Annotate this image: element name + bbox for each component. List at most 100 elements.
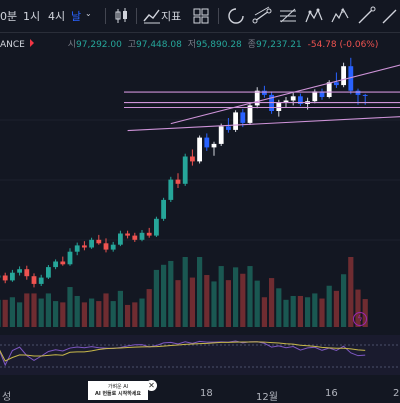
- time-axis-label: 성: [2, 388, 11, 403]
- candle-body: [334, 82, 339, 85]
- volume-bar: [111, 301, 116, 327]
- volume-bar: [3, 300, 8, 327]
- volume-bar: [132, 302, 137, 327]
- candle-body: [183, 157, 188, 184]
- candle-body: [356, 91, 361, 95]
- volume-bar: [204, 275, 209, 327]
- volume-bar: [24, 293, 29, 327]
- candle-body: [291, 96, 296, 100]
- volume-bar: [118, 291, 123, 327]
- flash-icon[interactable]: ϟ: [353, 312, 367, 326]
- candle-body: [219, 126, 224, 143]
- candle-body: [204, 138, 209, 148]
- candle-body: [168, 180, 173, 200]
- volume-bar: [31, 293, 36, 327]
- ad-line: AI 번들로 시작하세요: [88, 391, 148, 398]
- volume-bar: [175, 280, 180, 327]
- volume-bar: [305, 297, 310, 327]
- volume-bar: [233, 267, 238, 327]
- time-axis-label: 16: [325, 388, 338, 399]
- candle-body: [154, 219, 159, 236]
- trend-lines: [124, 65, 400, 131]
- candle-body: [82, 245, 87, 247]
- volume-bar: [219, 266, 224, 327]
- volume-bar: [226, 280, 231, 327]
- volume-bar: [334, 291, 339, 327]
- volume-bar: [17, 302, 22, 327]
- volume-bar: [53, 301, 58, 327]
- volume-bar: [247, 266, 252, 327]
- volume-bar: [341, 274, 346, 327]
- volume-bar: [262, 297, 267, 327]
- time-axis-label: 12월: [256, 388, 278, 403]
- candle-body: [312, 91, 317, 101]
- volume-bar: [67, 287, 72, 327]
- candle-body: [53, 262, 58, 268]
- volume-bar: [154, 270, 159, 327]
- volume-bar: [319, 299, 324, 327]
- candle-body: [233, 112, 238, 129]
- candle-body: [226, 126, 231, 129]
- volume-bar: [269, 278, 274, 327]
- volume-bar: [190, 278, 195, 327]
- time-axis-label: 18: [200, 388, 213, 399]
- volume-bar: [125, 305, 130, 327]
- candle-body: [32, 276, 37, 284]
- volume-bar: [291, 296, 296, 327]
- candle-body: [68, 252, 73, 265]
- volume-bar: [211, 281, 216, 327]
- volume-bar: [139, 299, 144, 327]
- candle-body: [104, 243, 109, 249]
- candle-body: [363, 95, 368, 96]
- candle-body: [147, 233, 152, 236]
- volume-bar: [168, 261, 173, 327]
- candle-body: [3, 276, 8, 281]
- volume-bar: [39, 299, 44, 327]
- candle-body: [255, 91, 260, 106]
- candle-body: [125, 234, 130, 236]
- volume-bar: [283, 300, 288, 327]
- candle-body: [60, 262, 65, 265]
- candle-body: [111, 245, 116, 250]
- candle-body: [89, 240, 94, 248]
- close-icon[interactable]: ✕: [146, 380, 157, 391]
- candle-body: [118, 234, 123, 245]
- candle-body: [46, 267, 51, 278]
- volume-bar: [96, 301, 101, 327]
- candle-body: [75, 245, 80, 251]
- candle-body: [24, 269, 29, 276]
- time-axis-label: 2: [393, 388, 399, 399]
- ad-banner[interactable]: 가벼운 AI AI 번들로 시작하세요: [88, 381, 148, 400]
- volume-bar: [276, 288, 281, 327]
- volume-bar: [82, 302, 87, 327]
- candle-body: [240, 112, 245, 123]
- candle-body: [197, 138, 202, 162]
- candle-body: [96, 240, 101, 244]
- volume-bar: [103, 293, 108, 327]
- lower-channel-line: [128, 117, 400, 131]
- rsi-panel: [0, 335, 400, 375]
- volume-bar: [255, 281, 260, 327]
- candle-body: [176, 180, 181, 184]
- volume-bar: [197, 257, 202, 327]
- volume-bar: [10, 297, 15, 327]
- volume-bar: [75, 296, 80, 327]
- candle-body: [10, 273, 15, 281]
- candle-body: [140, 233, 145, 240]
- volume-bar: [60, 302, 65, 327]
- volume-bar: [327, 286, 332, 327]
- volume-bar: [46, 293, 51, 327]
- candle-body: [39, 278, 44, 284]
- volume-bar: [312, 293, 317, 327]
- volume-bar: [161, 265, 166, 327]
- candle-body: [341, 66, 346, 85]
- candle-body: [132, 236, 137, 240]
- ad-line: 가벼운 AI: [88, 384, 148, 391]
- volume-bar: [0, 300, 1, 327]
- candle-body: [17, 269, 22, 273]
- volume-bar: [183, 257, 188, 327]
- candle-body: [262, 91, 267, 95]
- candle-body: [212, 144, 217, 148]
- candle-body: [327, 82, 332, 97]
